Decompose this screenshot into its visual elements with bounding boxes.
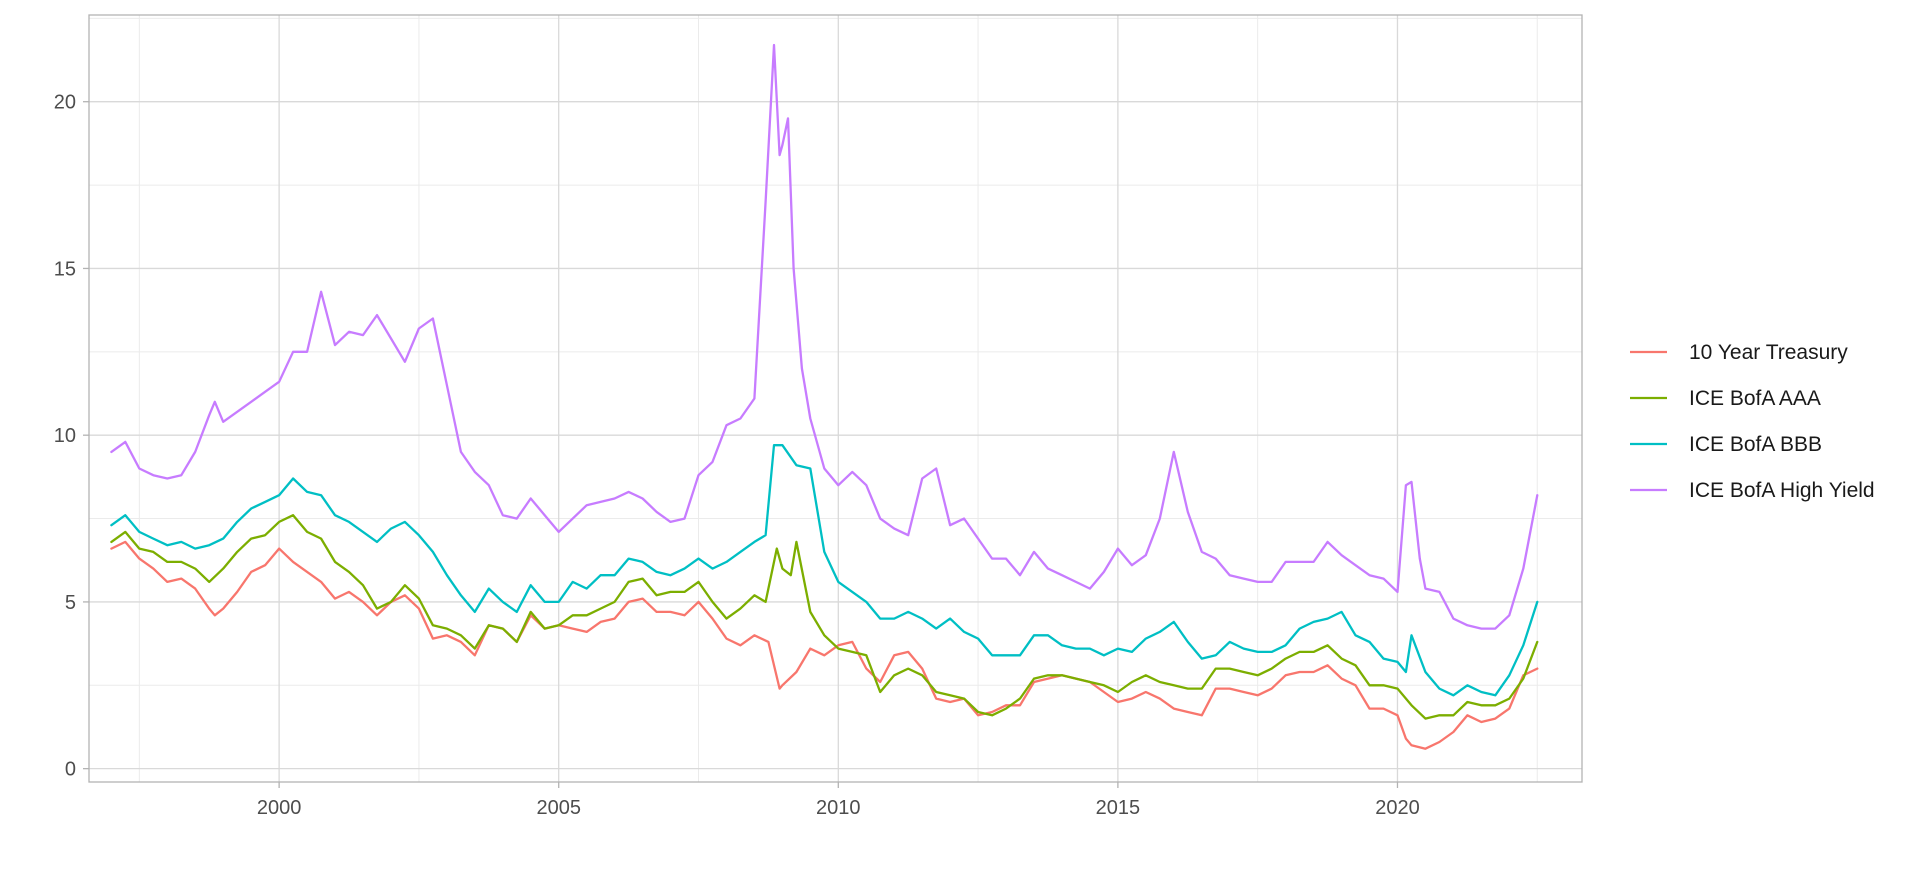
x-tick-label: 2010 bbox=[816, 797, 861, 819]
y-tick-label: 15 bbox=[54, 258, 76, 280]
legend-label-1: 10 Year Treasury bbox=[1689, 341, 1848, 364]
legend-label-2: ICE BofA AAA bbox=[1689, 387, 1821, 410]
major-gridlines bbox=[89, 15, 1582, 782]
series-line-2 bbox=[110, 514, 1539, 720]
x-tick-label: 2005 bbox=[536, 797, 581, 819]
x-tick-label: 2015 bbox=[1096, 797, 1141, 819]
plot-border bbox=[88, 14, 1583, 783]
legend: 10 Year Treasury ICE BofA AAA ICE BofA BBB… bbox=[1630, 341, 1875, 502]
legend-label-4: ICE BofA High Yield bbox=[1689, 479, 1875, 502]
series-line-3 bbox=[110, 444, 1539, 697]
series-line-1 bbox=[110, 540, 1539, 750]
series-line-4 bbox=[110, 43, 1539, 630]
y-tick-label: 5 bbox=[65, 592, 76, 614]
x-axis: 2000 2005 2010 2015 2020 bbox=[257, 782, 1420, 819]
y-tick-label: 0 bbox=[65, 759, 76, 781]
plot-panel bbox=[89, 15, 1582, 782]
y-tick-label: 10 bbox=[54, 425, 76, 447]
y-tick-label: 20 bbox=[54, 92, 76, 114]
legend-label-3: ICE BofA BBB bbox=[1689, 433, 1822, 456]
series-lines bbox=[110, 43, 1539, 750]
x-tick-label: 2000 bbox=[257, 797, 302, 819]
y-axis: 0 5 10 15 20 bbox=[54, 92, 89, 781]
minor-gridlines bbox=[89, 15, 1582, 782]
x-tick-label: 2020 bbox=[1375, 797, 1420, 819]
